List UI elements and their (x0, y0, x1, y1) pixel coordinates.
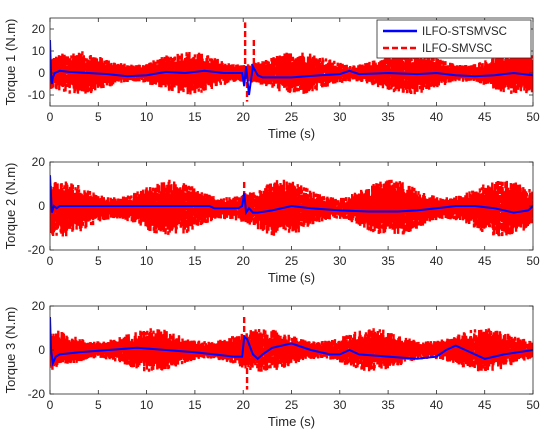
x-tick-label: 15 (188, 398, 202, 412)
legend-box (376, 19, 532, 59)
x-tick-label: 20 (237, 110, 251, 124)
series-ilfo-smvsc-line (50, 327, 533, 372)
x-tick-label: 25 (285, 398, 299, 412)
x-tick-label: 15 (188, 254, 202, 268)
plot-area (50, 175, 533, 237)
x-tick-label: 20 (237, 254, 251, 268)
x-tick-label: 30 (333, 254, 347, 268)
x-tick-label: 50 (526, 110, 540, 124)
x-tick-label: 35 (381, 398, 395, 412)
x-tick-label: 5 (95, 398, 102, 412)
x-tick-label: 5 (95, 254, 102, 268)
plot-area (50, 22, 533, 102)
y-tick-label: -20 (28, 243, 46, 257)
y-tick-label: 20 (32, 299, 46, 313)
y-tick-label: 0 (38, 66, 45, 80)
plot-area (50, 314, 533, 390)
x-tick-label: 20 (237, 398, 251, 412)
x-tick-label: 0 (47, 110, 54, 124)
x-axis-label: Time (s) (268, 414, 315, 429)
series-ilfo-stsmvsc-line (50, 39, 533, 96)
x-tick-label: 30 (333, 398, 347, 412)
x-tick-label: 10 (140, 110, 154, 124)
x-tick-label: 25 (285, 110, 299, 124)
x-axis-label: Time (s) (268, 126, 315, 141)
legend: ILFO-STSMVSC ILFO-SMVSC (376, 19, 532, 59)
y-axis-label: Torque 2 (N.m) (3, 163, 18, 250)
series-ilfo-smvsc-line (50, 179, 533, 237)
y-tick-label: -20 (28, 387, 46, 401)
y-axis-label: Torque 3 (N.m) (3, 307, 18, 394)
x-tick-label: 45 (478, 398, 492, 412)
x-tick-label: 0 (47, 398, 54, 412)
legend-label-ilfo-smvsc: ILFO-SMVSC (422, 43, 492, 55)
x-tick-label: 40 (430, 398, 444, 412)
x-axis-label: Time (s) (268, 270, 315, 285)
y-axis-label: Torque 1 (N.m) (3, 19, 18, 106)
x-tick-label: 10 (140, 254, 154, 268)
x-tick-label: 45 (478, 254, 492, 268)
x-tick-label: 35 (381, 110, 395, 124)
series-ilfo-stsmvsc-line (50, 175, 533, 216)
series-ilfo-stsmvsc-line (50, 316, 533, 367)
x-tick-label: 35 (381, 254, 395, 268)
x-tick-label: 0 (47, 254, 54, 268)
y-tick-label: 20 (32, 22, 46, 36)
x-tick-label: 10 (140, 398, 154, 412)
y-tick-label: 0 (38, 343, 45, 357)
x-tick-label: 50 (526, 398, 540, 412)
x-tick-label: 45 (478, 110, 492, 124)
y-tick-label: 10 (32, 44, 46, 58)
y-tick-label: -10 (28, 88, 46, 102)
x-tick-label: 25 (285, 254, 299, 268)
y-tick-label: 0 (38, 199, 45, 213)
x-tick-label: 50 (526, 254, 540, 268)
y-tick-label: 20 (32, 155, 46, 169)
x-tick-label: 5 (95, 110, 102, 124)
x-tick-label: 30 (333, 110, 347, 124)
legend-label-ilfo-stsmvsc: ILFO-STSMVSC (422, 26, 507, 38)
x-tick-label: 15 (188, 110, 202, 124)
x-tick-label: 40 (430, 110, 444, 124)
x-tick-label: 40 (430, 254, 444, 268)
